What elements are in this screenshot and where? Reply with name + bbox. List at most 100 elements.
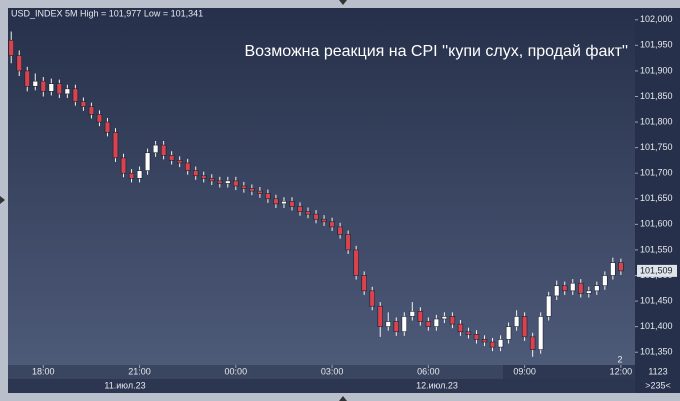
candle-body [586, 290, 592, 294]
candle-body [120, 157, 127, 174]
candle-body [217, 180, 223, 184]
candle-body [257, 190, 263, 194]
corner-label: 2 [617, 354, 622, 364]
candle-body [281, 201, 287, 205]
candle-body [377, 305, 383, 327]
candle-body [201, 175, 207, 179]
top-marker [339, 0, 347, 5]
candle-body [104, 121, 111, 133]
x-tick-label: 06:00 [417, 366, 440, 376]
candle-body [425, 321, 432, 327]
candle-body [409, 310, 416, 317]
candle-body [489, 341, 496, 348]
candle-body [64, 88, 71, 95]
date-label: 11.июл.23 [104, 380, 145, 390]
candle-body [401, 316, 407, 333]
y-tick-label: 101,900 [640, 65, 673, 75]
candle-body [48, 83, 55, 92]
annotation: Возможна реакция на CPI ''купи слух, про… [245, 43, 629, 60]
candle-body [313, 213, 319, 220]
y-tick-label: 101,400 [640, 321, 673, 331]
candle-body [594, 285, 600, 292]
candle-body [72, 88, 79, 102]
candle-body [353, 249, 359, 276]
candle-body [433, 318, 440, 327]
candle-body [24, 70, 30, 87]
x-tick-label: 00:00 [225, 366, 248, 376]
candle-body [152, 144, 159, 154]
price-label: 101,509 [640, 265, 673, 275]
x-tick-label: 12:00 [610, 366, 633, 376]
candle-body [144, 152, 151, 171]
y-tick-label: 101,700 [640, 168, 673, 178]
y-tick-label: 101,450 [640, 295, 673, 305]
candle-body [529, 336, 536, 350]
candle-body [249, 188, 255, 192]
candle-body [521, 316, 528, 338]
candle-body [305, 211, 311, 215]
candle-body [465, 331, 472, 335]
candle-body [225, 180, 231, 184]
candle-body [329, 221, 335, 228]
candle-body [393, 321, 399, 333]
candle-body [441, 316, 448, 320]
date-label: 12.июл.23 [416, 380, 458, 390]
candle-body [32, 80, 38, 87]
candle-body [610, 262, 616, 276]
candle-body [88, 106, 95, 115]
candle-body [361, 275, 367, 292]
candle-body [184, 162, 191, 171]
candle-body [297, 206, 303, 212]
y-tick-label: 101,750 [640, 142, 673, 152]
candle-body [457, 323, 464, 333]
y-tick-label: 101,350 [640, 347, 673, 357]
candle-body [553, 285, 560, 297]
corner-label: 1123 [648, 366, 667, 376]
y-tick-label: 101,800 [640, 116, 673, 126]
plot-area [8, 8, 635, 365]
time-axis [8, 365, 635, 379]
y-tick-label: 101,600 [640, 219, 673, 229]
candle-body [273, 198, 279, 205]
candle-body [570, 282, 576, 292]
candle-body [209, 178, 215, 182]
candle-body [537, 316, 544, 350]
candle-body [193, 170, 199, 177]
candle-body [136, 170, 143, 179]
candle-body [112, 131, 119, 159]
candle-body [265, 193, 271, 200]
x-tick-label: 09:00 [513, 366, 536, 376]
y-tick-label: 101,950 [640, 40, 673, 50]
candle-body [16, 55, 22, 72]
candle-body [128, 172, 135, 179]
bottom-marker [339, 396, 347, 401]
candle-body [345, 234, 351, 251]
candle-body [417, 310, 424, 322]
candle-body [160, 144, 167, 156]
y-tick-label: 101,650 [640, 193, 673, 203]
price-label-box [637, 264, 677, 277]
y-tick-label: 101,850 [640, 91, 673, 101]
candle-body [56, 83, 63, 95]
candle-body [40, 80, 47, 92]
candle-body [176, 160, 183, 164]
left-marker [0, 196, 5, 204]
candle-body [241, 185, 247, 189]
candle-body [96, 114, 103, 123]
date-axis [8, 379, 635, 393]
x-tick-label: 03:00 [321, 366, 344, 376]
candle-body [473, 334, 480, 340]
candle-body [449, 316, 456, 325]
candle-body [562, 285, 568, 292]
candle-body [80, 101, 87, 108]
x-tick-label: 21:00 [128, 366, 151, 376]
time-axis-highlight [503, 365, 635, 379]
candle-body [233, 180, 239, 187]
corner [635, 365, 680, 393]
candle-body [168, 155, 175, 161]
y-tick-label: 101,550 [640, 244, 673, 254]
candle-body [618, 262, 624, 272]
y-tick-label: 102,000 [640, 14, 673, 24]
